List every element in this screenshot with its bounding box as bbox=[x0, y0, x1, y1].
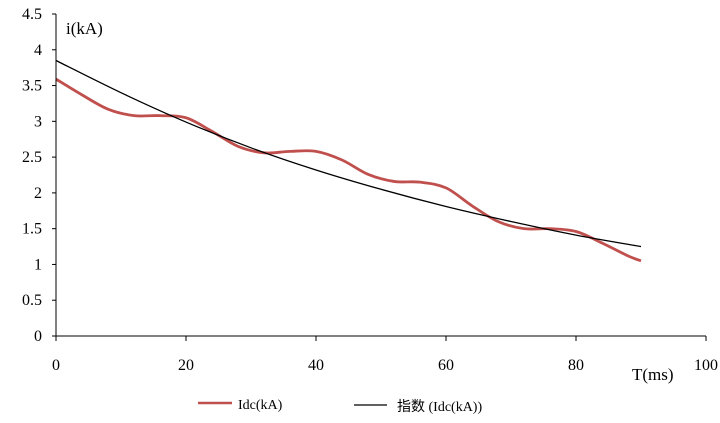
y-tick-label: 3.5 bbox=[22, 78, 42, 95]
x-tick-label: 40 bbox=[308, 357, 324, 374]
x-tick-label: 80 bbox=[568, 357, 584, 374]
y-tick-label: 0 bbox=[34, 328, 42, 345]
y-tick-label: 1.5 bbox=[22, 221, 42, 238]
y-axis-title: i(kA) bbox=[66, 19, 103, 38]
plot-area bbox=[55, 59, 642, 263]
y-tick-label: 2.5 bbox=[22, 149, 42, 166]
axes: i(kA) T(ms) bbox=[52, 13, 707, 384]
x-tick-label: 100 bbox=[694, 357, 718, 374]
legend-label-idc: Idc(kA) bbox=[238, 398, 283, 413]
x-tick-label: 20 bbox=[178, 357, 194, 374]
x-axis-title: T(ms) bbox=[632, 365, 674, 384]
legend-label-exp: 指数 (Idc(kA)) bbox=[397, 399, 482, 415]
x-tick-label: 0 bbox=[52, 357, 60, 374]
x-tick-label: 60 bbox=[438, 357, 454, 374]
y-tick-label: 4.5 bbox=[22, 6, 42, 23]
series-line-exponential-trend bbox=[55, 59, 642, 248]
y-tick-label: 0.5 bbox=[22, 292, 42, 309]
y-tick-label: 2 bbox=[34, 185, 42, 202]
series-line-idc bbox=[55, 77, 642, 263]
y-tick-label: 1 bbox=[34, 256, 42, 273]
tick-labels: 0 0.5 1 1.5 2 2.5 3 3.5 4 4.5 0 20 40 60 80 100 bbox=[22, 6, 718, 374]
y-tick-label: 3 bbox=[34, 113, 42, 130]
legend: Idc(kA) 指数 (Idc(kA)) bbox=[198, 398, 482, 415]
y-tick-label: 4 bbox=[34, 42, 42, 59]
